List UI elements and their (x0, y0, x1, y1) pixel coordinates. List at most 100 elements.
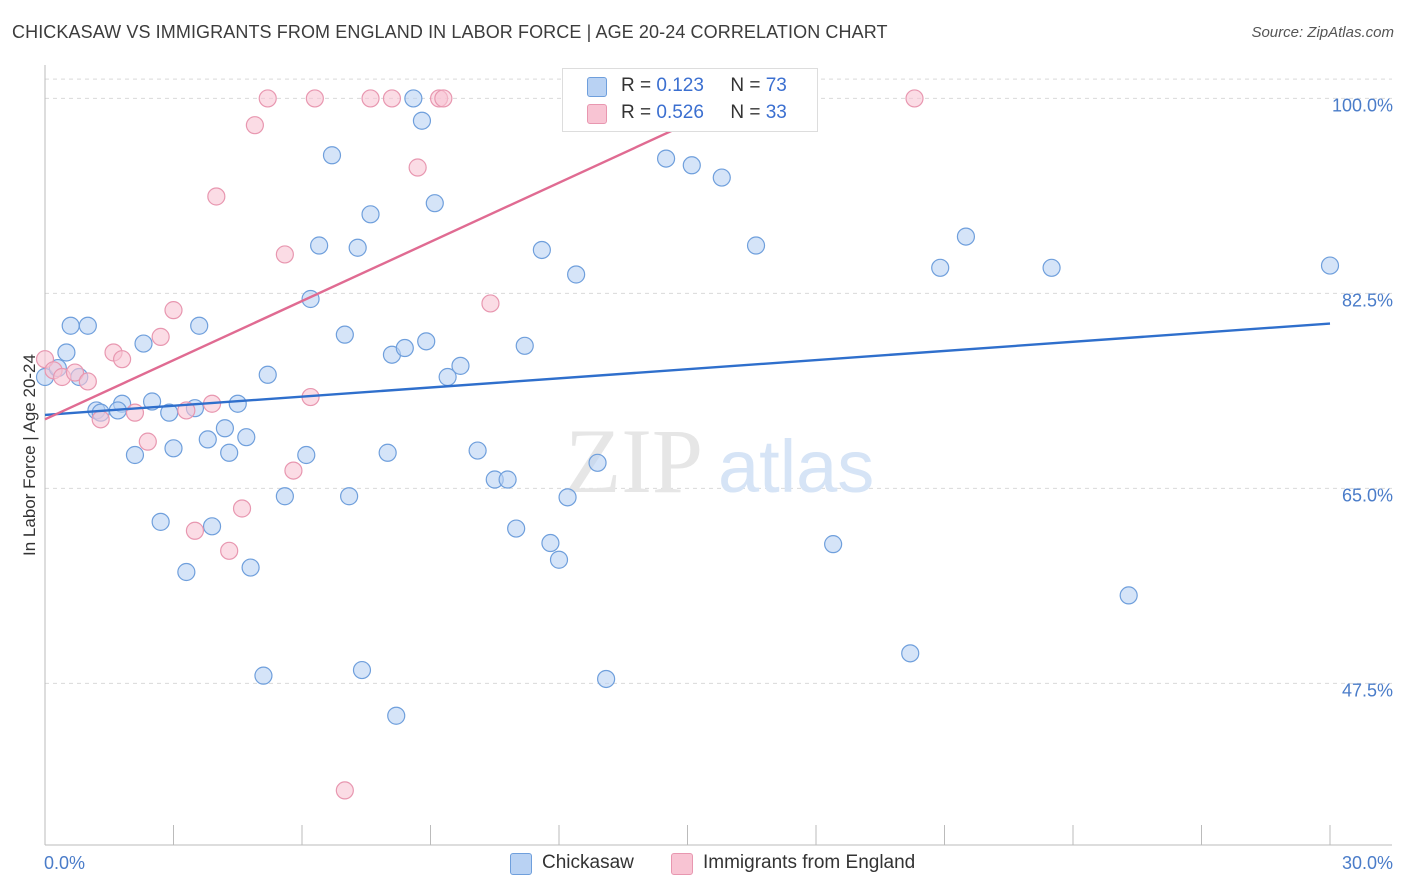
chickasaw-point (190, 316, 209, 335)
chickasaw-swatch (587, 77, 607, 97)
chickasaw-point (1119, 586, 1138, 605)
england-point (305, 89, 324, 108)
chickasaw-point (254, 666, 273, 685)
chickasaw-point (125, 445, 145, 465)
stats-legend: R = 0.123 N = 73 R = 0.526 N = 33 (562, 68, 818, 132)
chickasaw-point (541, 533, 560, 553)
chickasaw-point (468, 441, 487, 460)
r-value: 0.123 (656, 75, 704, 96)
chickasaw-point (202, 517, 222, 536)
series-legend: Chickasaw Immigrants from England (0, 850, 1406, 878)
chickasaw-point (558, 488, 577, 507)
chickasaw-trend-line (44, 322, 1331, 417)
chickasaw-point (395, 338, 414, 358)
axes (44, 65, 1392, 846)
chickasaw-point (901, 644, 920, 663)
chickasaw-point (1320, 256, 1340, 275)
england-point (207, 187, 226, 206)
chickasaw-point (417, 332, 436, 351)
chickasaw-point (515, 336, 534, 355)
england-point (185, 521, 205, 540)
chickasaw-point (198, 430, 217, 449)
england-point (112, 350, 132, 369)
chickasaw-point (404, 89, 423, 108)
chickasaw-point (241, 558, 260, 577)
r-value: 0.526 (656, 102, 704, 123)
chickasaw-point (931, 258, 950, 277)
chickasaw-point (956, 227, 976, 246)
chickasaw-point (322, 146, 342, 165)
england-point (245, 116, 264, 135)
chickasaw-point (297, 445, 316, 465)
chickasaw-point (656, 149, 676, 168)
england-point (125, 403, 145, 422)
chickasaw-point (215, 419, 234, 438)
chickasaw-point (142, 392, 162, 411)
chickasaw-point (507, 519, 526, 538)
england-point (434, 89, 453, 108)
n-label: N = (730, 75, 761, 96)
chickasaw-point (824, 535, 843, 554)
source-credit: Source: ZipAtlas.com (1251, 24, 1394, 41)
england-point (382, 89, 402, 108)
y-tick-label: 82.5% (1342, 290, 1393, 310)
chickasaw-point (275, 487, 294, 506)
england-point (275, 245, 294, 264)
england-point (258, 89, 277, 108)
england-point (481, 294, 500, 313)
y-tick-label: 47.5% (1342, 680, 1393, 700)
chickasaw-point (220, 443, 239, 462)
chickasaw-point (78, 316, 97, 335)
england-point (78, 372, 97, 391)
chickasaw-point (151, 512, 170, 531)
chickasaw-point (387, 706, 406, 725)
watermark-atlas: atlas (718, 425, 874, 508)
chickasaw-point (61, 316, 80, 335)
chickasaw-point (348, 238, 367, 257)
chickasaw-point (746, 236, 766, 255)
chickasaw-point (588, 453, 607, 472)
chickasaw-point (1042, 258, 1061, 277)
chickasaw-swatch (510, 853, 532, 875)
n-label: N = (730, 102, 761, 123)
r-label: R = (621, 75, 652, 96)
england-point (220, 541, 239, 560)
england-swatch (671, 853, 693, 875)
chickasaw-point (378, 443, 397, 462)
stats-label: R = 0.123 N = 73 (621, 75, 787, 97)
x-tick-label: 30.0% (1342, 853, 1393, 873)
england-point (232, 499, 252, 518)
legend-label: Chickasaw (542, 852, 634, 873)
chickasaw-point (498, 470, 517, 489)
england-trend-line (44, 92, 753, 421)
y-tick-label: 65.0% (1342, 485, 1393, 505)
chickasaw-point (177, 562, 196, 582)
england-point (284, 461, 303, 480)
chickasaw-point (412, 111, 432, 130)
england-point (91, 410, 110, 429)
england-point (164, 301, 183, 320)
chickasaw-point (228, 394, 247, 413)
watermark-zip: ZIP (565, 410, 703, 512)
y-axis-label: In Labor Force | Age 20-24 (20, 354, 39, 556)
england-point (138, 432, 157, 451)
chickasaw-point (57, 343, 76, 362)
chickasaw-point (549, 550, 569, 569)
england-swatch (587, 104, 607, 124)
chickasaw-point (352, 660, 372, 680)
chickasaw-point (134, 334, 153, 353)
chickasaw-point (597, 669, 616, 689)
chickasaw-point (532, 240, 551, 260)
england-point (65, 363, 85, 382)
chickasaw-point (237, 428, 256, 447)
chickasaw-point (335, 325, 354, 344)
chickasaw-point (340, 487, 359, 506)
chickasaw-point (451, 356, 470, 375)
tick-labels: 47.5% 65.0% 82.5% 100.0% 0.0% 30.0% (44, 95, 1393, 873)
chickasaw-point (258, 365, 277, 384)
n-value: 73 (765, 75, 787, 96)
chickasaw-point (425, 194, 444, 213)
chickasaw-point (361, 205, 380, 224)
r-label: R = (621, 102, 652, 123)
